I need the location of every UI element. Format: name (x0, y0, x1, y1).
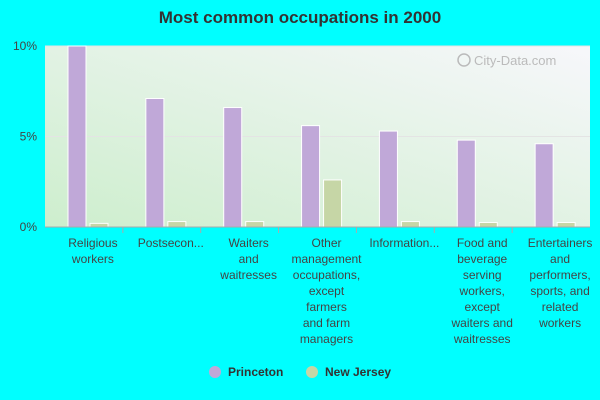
watermark-icon (457, 53, 471, 67)
bar-princeton[interactable] (223, 107, 243, 228)
x-category-label: Religious workers (68, 236, 117, 266)
bar-new-jersey[interactable] (167, 221, 187, 228)
bar-princeton[interactable] (534, 143, 554, 228)
legend-label-princeton: Princeton (228, 365, 283, 379)
y-axis-ticks: 0% 5% 10% (13, 39, 37, 234)
y-tick-label: 10% (13, 39, 37, 53)
x-category-label: Other management occupations, except farmers… (291, 236, 362, 346)
chart-title: Most common occupations in 2000 (158, 8, 442, 27)
x-category-label: Entertainers and performers, sports, and rel… (528, 236, 593, 330)
legend-label-new-jersey: New Jersey (325, 365, 391, 379)
bar-new-jersey[interactable] (400, 221, 420, 228)
bar-princeton[interactable] (67, 45, 87, 228)
bar-new-jersey[interactable] (478, 221, 498, 228)
bar-princeton[interactable] (456, 139, 476, 228)
legend-swatch-princeton (209, 366, 221, 378)
bar-princeton[interactable] (378, 130, 398, 228)
bar-princeton[interactable] (145, 97, 165, 228)
x-category-label: Food and beverage serving workers, except wai… (451, 236, 513, 346)
bar-princeton[interactable] (301, 125, 321, 228)
x-category-label: Postsecon... (138, 236, 204, 250)
x-category-label: Information... (369, 236, 439, 250)
legend: Princeton New Jersey (209, 365, 391, 379)
bar-new-jersey[interactable] (89, 222, 109, 228)
watermark-text: City-Data.com (474, 53, 556, 68)
legend-swatch-new-jersey (306, 366, 318, 378)
bar-new-jersey[interactable] (245, 221, 265, 228)
watermark: City-Data.com (457, 53, 556, 68)
y-tick-label: 0% (20, 220, 38, 234)
y-tick-label: 5% (20, 130, 38, 144)
x-category-label: Waiters and waitresses (219, 236, 277, 282)
bar-new-jersey[interactable] (556, 221, 576, 228)
bar-new-jersey[interactable] (323, 179, 343, 228)
x-axis-categories: Religious workers Postsecon... Waiters and wa… (68, 227, 592, 346)
